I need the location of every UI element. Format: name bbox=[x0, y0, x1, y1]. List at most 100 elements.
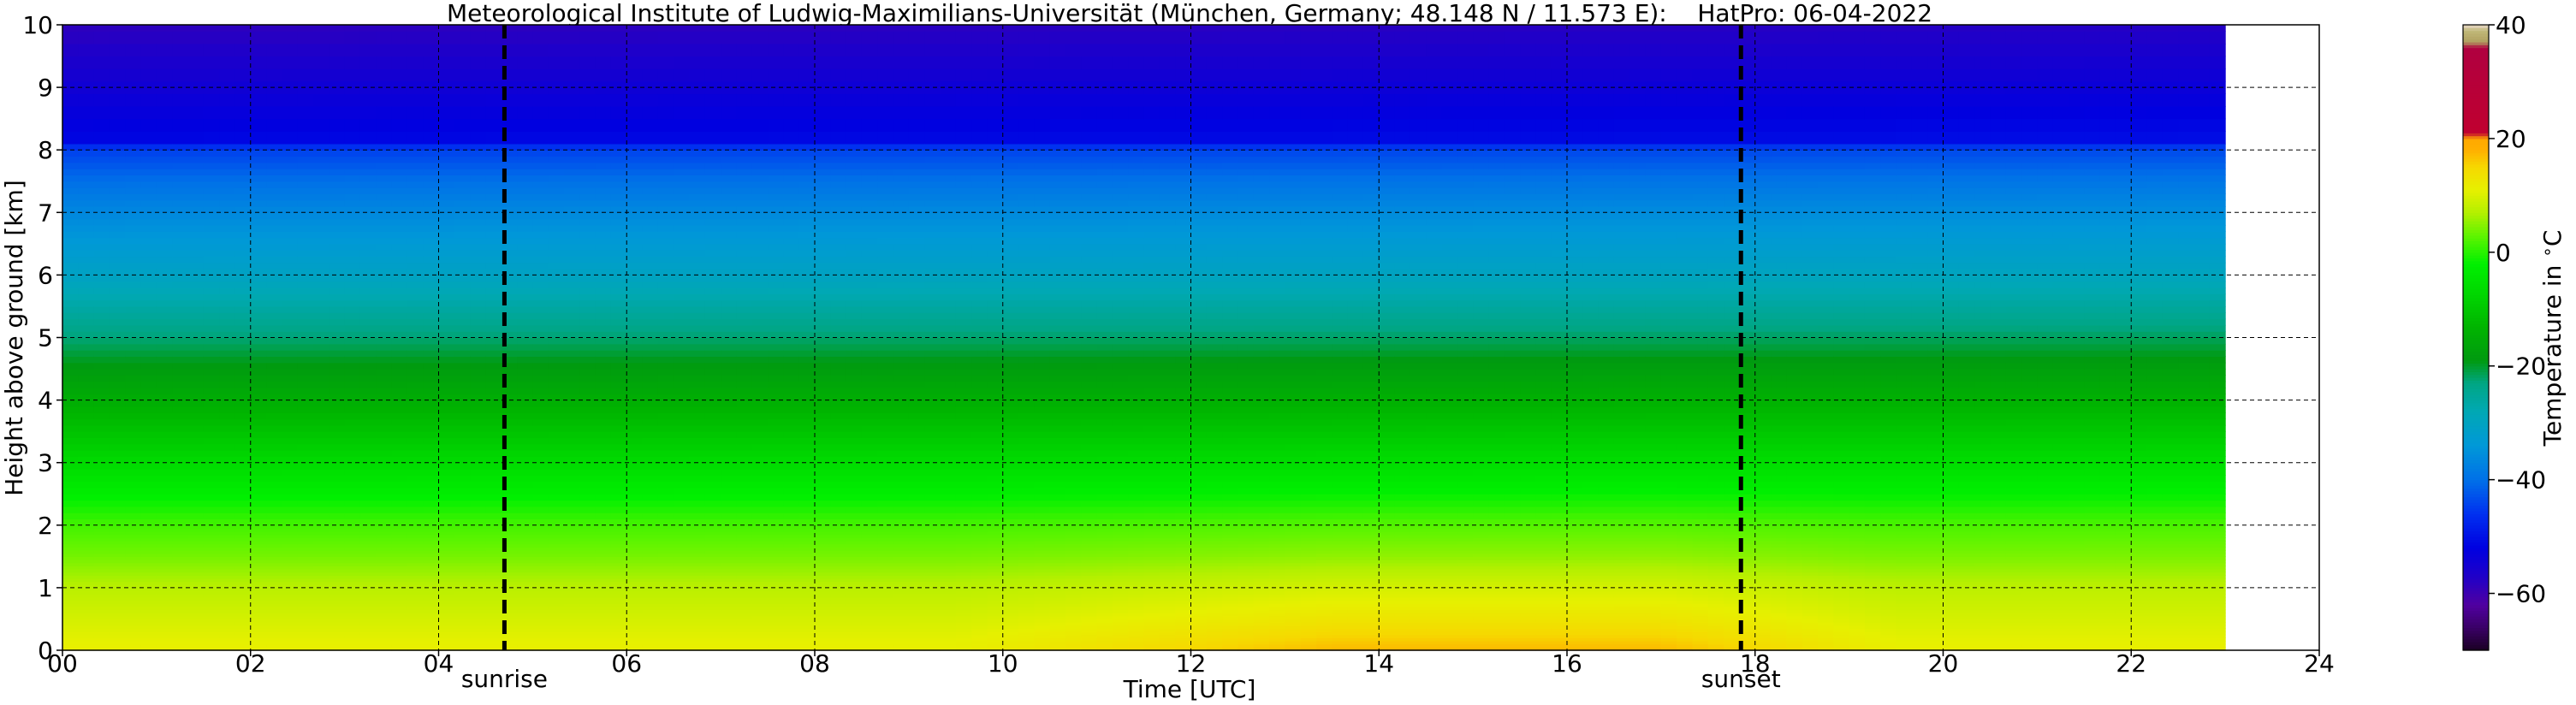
heatmap-cell bbox=[140, 150, 157, 157]
heatmap-cell bbox=[297, 450, 314, 457]
heatmap-cell bbox=[642, 156, 659, 163]
heatmap-cell bbox=[721, 622, 738, 626]
heatmap-cell bbox=[657, 578, 674, 583]
heatmap-cell bbox=[172, 281, 189, 288]
heatmap-cell bbox=[78, 590, 95, 595]
heatmap-cell bbox=[376, 534, 393, 539]
heatmap-cell bbox=[359, 424, 377, 432]
heatmap-cell bbox=[172, 550, 189, 554]
heatmap-cell bbox=[642, 572, 659, 576]
heatmap-cell bbox=[579, 299, 597, 307]
heatmap-cell bbox=[266, 256, 282, 264]
heatmap-cell bbox=[62, 412, 79, 420]
heatmap-cell bbox=[751, 269, 769, 275]
heatmap-cell bbox=[423, 566, 440, 570]
heatmap-cell bbox=[93, 575, 110, 579]
heatmap-cell bbox=[282, 337, 299, 345]
heatmap-cell bbox=[751, 156, 769, 163]
heatmap-cell bbox=[234, 615, 252, 620]
heatmap-cell bbox=[62, 634, 79, 638]
heatmap-cell bbox=[721, 43, 738, 57]
heatmap-cell bbox=[517, 231, 533, 239]
heatmap-cell bbox=[517, 305, 533, 313]
heatmap-cell bbox=[438, 528, 455, 532]
heatmap-cell bbox=[736, 162, 753, 169]
heatmap-cell bbox=[423, 600, 440, 604]
heatmap-cell bbox=[610, 31, 627, 44]
heatmap-cell bbox=[391, 31, 408, 44]
heatmap-cell bbox=[751, 594, 769, 598]
heatmap-cell bbox=[642, 637, 659, 642]
heatmap-cell bbox=[234, 631, 252, 636]
heatmap-cell bbox=[140, 481, 157, 489]
heatmap-cell bbox=[376, 31, 393, 44]
heatmap-cell bbox=[266, 68, 282, 82]
heatmap-cell bbox=[234, 350, 252, 358]
heatmap-cell bbox=[626, 475, 644, 483]
heatmap-cell bbox=[626, 631, 644, 636]
heatmap-cell bbox=[501, 600, 518, 604]
heatmap-cell bbox=[595, 256, 612, 264]
heatmap-cell bbox=[532, 500, 549, 507]
heatmap-cell bbox=[689, 600, 706, 604]
heatmap-cell bbox=[266, 118, 282, 132]
heatmap-cell bbox=[78, 581, 95, 585]
heatmap-cell bbox=[297, 613, 314, 617]
heatmap-cell bbox=[329, 369, 346, 376]
heatmap-cell bbox=[266, 25, 282, 32]
heatmap-cell bbox=[172, 269, 189, 275]
heatmap-cell bbox=[219, 237, 236, 245]
heatmap-cell bbox=[517, 350, 533, 358]
heatmap-cell bbox=[376, 628, 393, 632]
heatmap-cell bbox=[751, 475, 769, 483]
heatmap-cell bbox=[564, 534, 580, 539]
heatmap-cell bbox=[93, 394, 110, 401]
heatmap-cell bbox=[172, 375, 189, 382]
heatmap-cell bbox=[595, 603, 612, 607]
heatmap-cell bbox=[203, 641, 220, 645]
heatmap-cell bbox=[423, 131, 440, 145]
heatmap-cell bbox=[501, 431, 518, 439]
heatmap-cell bbox=[282, 406, 299, 413]
heatmap-cell bbox=[203, 318, 220, 326]
heatmap-cell bbox=[125, 375, 142, 382]
heatmap-cell bbox=[78, 337, 95, 345]
heatmap-cell bbox=[359, 537, 377, 542]
heatmap-cell bbox=[282, 524, 299, 530]
heatmap-cell bbox=[93, 641, 110, 645]
heatmap-cell bbox=[93, 600, 110, 604]
heatmap-cell bbox=[109, 481, 126, 489]
heatmap-cell bbox=[156, 643, 173, 648]
heatmap-cell bbox=[78, 628, 95, 632]
heatmap-cell bbox=[595, 600, 612, 604]
heatmap-cell bbox=[156, 175, 173, 182]
heatmap-cell bbox=[376, 56, 393, 69]
heatmap-cell bbox=[109, 237, 126, 245]
heatmap-cell bbox=[657, 237, 674, 245]
heatmap-cell bbox=[532, 431, 549, 439]
heatmap-cell bbox=[140, 169, 157, 176]
heatmap-cell bbox=[140, 68, 157, 82]
heatmap-cell bbox=[234, 553, 252, 557]
heatmap-cell bbox=[517, 193, 533, 201]
heatmap-cell bbox=[454, 647, 471, 651]
heatmap-cell bbox=[642, 43, 659, 57]
heatmap-cell bbox=[579, 356, 597, 364]
heatmap-cell bbox=[674, 256, 691, 264]
heatmap-cell bbox=[674, 269, 691, 275]
heatmap-cell bbox=[203, 524, 220, 530]
heatmap-cell bbox=[689, 437, 706, 445]
heatmap-cell bbox=[721, 643, 738, 648]
heatmap-cell bbox=[78, 584, 95, 589]
heatmap-cell bbox=[282, 305, 299, 313]
heatmap-cell bbox=[203, 212, 220, 220]
heatmap-cell bbox=[297, 281, 314, 288]
heatmap-cell bbox=[329, 269, 346, 275]
heatmap-cell bbox=[359, 634, 377, 638]
heatmap-cell bbox=[423, 106, 440, 120]
heatmap-cell bbox=[595, 518, 612, 526]
heatmap-cell bbox=[313, 568, 329, 573]
heatmap-cell bbox=[376, 609, 393, 613]
heatmap-cell bbox=[234, 603, 252, 607]
heatmap-cell bbox=[454, 622, 471, 626]
